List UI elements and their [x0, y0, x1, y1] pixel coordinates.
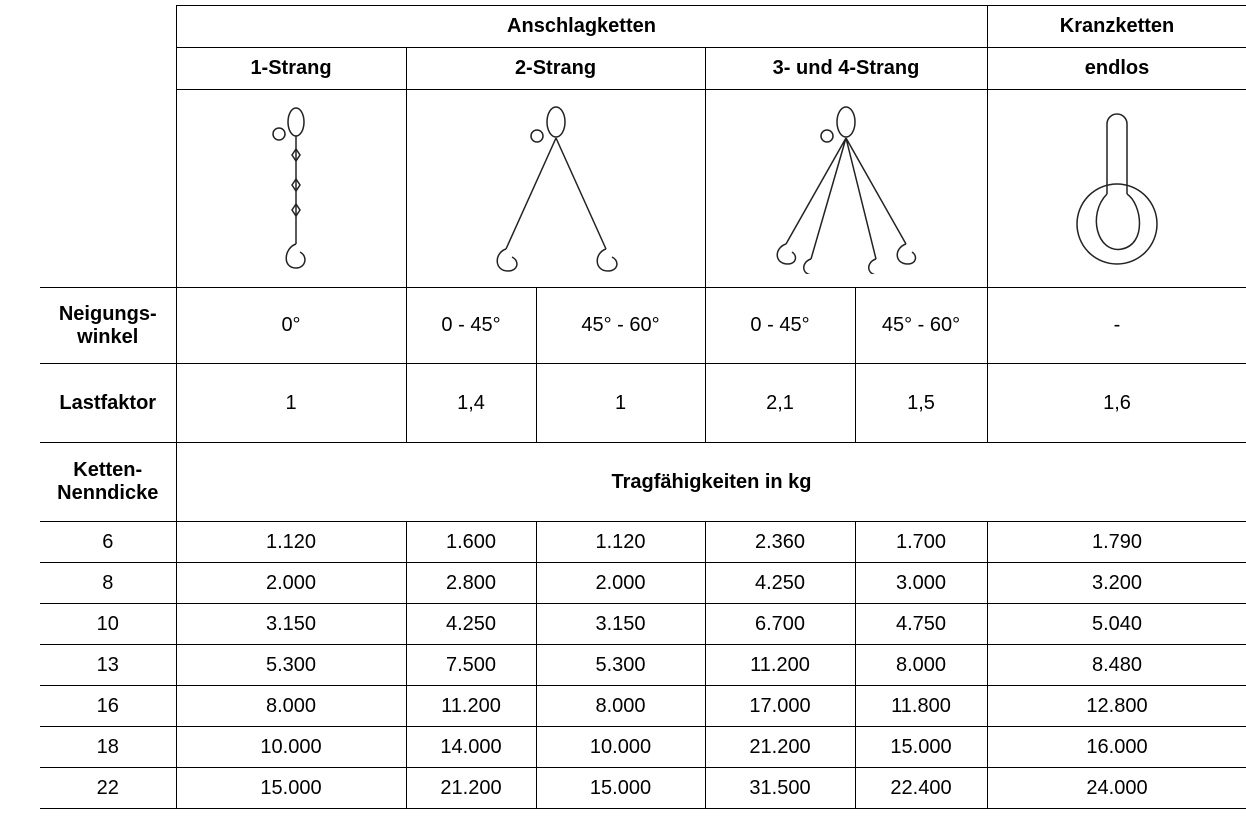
one-leg-chain-icon — [272, 106, 306, 269]
strand-header: endlos — [986, 47, 1246, 90]
label-line: winkel — [77, 325, 139, 348]
cell: 0° — [175, 287, 407, 364]
two-leg-chain-icon — [496, 105, 618, 272]
chain-size: 10 — [40, 603, 177, 645]
capacity-cell: 24.000 — [986, 767, 1246, 809]
capacity-cell: 1.790 — [986, 521, 1246, 563]
capacity-cell: 7.500 — [405, 644, 537, 686]
label-line: Nenndicke — [57, 482, 159, 504]
data-row: 8 2.000 2.800 2.000 4.250 3.000 3.200 — [40, 562, 1246, 604]
capacity-cell: 4.250 — [704, 562, 856, 604]
capacity-cell: 3.000 — [854, 562, 988, 604]
capacity-cell: 17.000 — [704, 685, 856, 727]
capacity-cell: 10.000 — [175, 726, 407, 768]
cell: 0 - 45° — [405, 287, 537, 364]
cell: 1 — [175, 363, 407, 443]
image-cell — [986, 89, 1246, 288]
image-cell — [704, 89, 988, 288]
capacity-cell: 8.480 — [986, 644, 1246, 686]
capacity-cell: 21.200 — [405, 767, 537, 809]
data-row: 6 1.120 1.600 1.120 2.360 1.700 1.790 — [40, 521, 1246, 563]
cell: 1 — [535, 363, 706, 443]
capacity-cell: 31.500 — [704, 767, 856, 809]
chain-size: 16 — [40, 685, 177, 727]
capacity-cell: 5.300 — [535, 644, 706, 686]
cell: - — [986, 287, 1246, 364]
capacity-cell: 3.150 — [535, 603, 706, 645]
capacity-cell: 14.000 — [405, 726, 537, 768]
chain-size: 8 — [40, 562, 177, 604]
chain-size: 22 — [40, 767, 177, 809]
row-label: Ketten- Nenndicke — [40, 442, 177, 522]
capacity-cell: 15.000 — [854, 726, 988, 768]
capacity-cell: 15.000 — [175, 767, 407, 809]
capacity-cell: 3.150 — [175, 603, 407, 645]
capacity-cell: 8.000 — [535, 685, 706, 727]
data-row: 10 3.150 4.250 3.150 6.700 4.750 5.040 — [40, 603, 1246, 645]
capacity-cell: 2.360 — [704, 521, 856, 563]
capacity-cell: 5.040 — [986, 603, 1246, 645]
image-cell — [405, 89, 706, 288]
cell: 1,5 — [854, 363, 988, 443]
capacity-cell: 8.000 — [175, 685, 407, 727]
capacity-cell: 11.200 — [405, 685, 537, 727]
capacity-cell: 2.000 — [535, 562, 706, 604]
endless-chain-icon — [1076, 112, 1158, 265]
capacity-cell: 1.700 — [854, 521, 988, 563]
capacity-cell: 1.120 — [175, 521, 407, 563]
row-label: Lastfaktor — [40, 363, 177, 443]
strand-header: 3- und 4-Strang — [704, 47, 988, 90]
chain-size: 6 — [40, 521, 177, 563]
section-title: Tragfähigkeiten in kg — [175, 442, 1246, 522]
data-row: 13 5.300 7.500 5.300 11.200 8.000 8.480 — [40, 644, 1246, 686]
cell: 0 - 45° — [704, 287, 856, 364]
data-row: 22 15.000 21.200 15.000 31.500 22.400 24.000 — [40, 767, 1246, 809]
capacity-cell: 15.000 — [535, 767, 706, 809]
chain-size: 18 — [40, 726, 177, 768]
strand-header: 1-Strang — [175, 47, 407, 90]
image-cell — [175, 89, 407, 288]
capacity-cell: 11.200 — [704, 644, 856, 686]
capacity-cell: 3.200 — [986, 562, 1246, 604]
strand-header: 2-Strang — [405, 47, 706, 90]
cell: 2,1 — [704, 363, 856, 443]
cell: 1,4 — [405, 363, 537, 443]
capacity-cell: 6.700 — [704, 603, 856, 645]
cell: 1,6 — [986, 363, 1246, 443]
capacity-cell: 1.600 — [405, 521, 537, 563]
empty-cell — [40, 5, 177, 288]
capacity-table: Anschlagketten Kranzketten 1-Strang 2-St… — [40, 5, 1246, 809]
capacity-cell: 21.200 — [704, 726, 856, 768]
capacity-cell: 22.400 — [854, 767, 988, 809]
capacity-cell: 2.800 — [405, 562, 537, 604]
group-header: Kranzketten — [986, 5, 1246, 48]
capacity-cell: 12.800 — [986, 685, 1246, 727]
label-line: Neigungs- — [58, 302, 157, 325]
data-row: 18 10.000 14.000 10.000 21.200 15.000 16.000 — [40, 726, 1246, 768]
cell: 45° - 60° — [535, 287, 706, 364]
capacity-cell: 1.120 — [535, 521, 706, 563]
group-header: Anschlagketten — [175, 5, 988, 48]
cell: 45° - 60° — [854, 287, 988, 364]
label-line: Ketten- — [73, 459, 143, 481]
row-label: Neigungs-winkel — [40, 287, 177, 364]
capacity-cell: 8.000 — [854, 644, 988, 686]
capacity-cell: 5.300 — [175, 644, 407, 686]
chain-size: 13 — [40, 644, 177, 686]
data-row: 16 8.000 11.200 8.000 17.000 11.800 12.800 — [40, 685, 1246, 727]
capacity-cell: 2.000 — [175, 562, 407, 604]
capacity-cell: 4.750 — [854, 603, 988, 645]
capacity-cell: 4.250 — [405, 603, 537, 645]
capacity-cell: 10.000 — [535, 726, 706, 768]
four-leg-chain-icon — [776, 105, 917, 274]
capacity-cell: 16.000 — [986, 726, 1246, 768]
capacity-cell: 11.800 — [854, 685, 988, 727]
